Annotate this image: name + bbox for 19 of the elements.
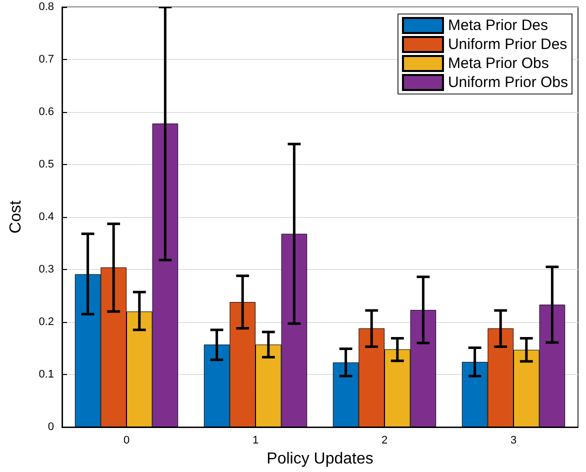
y-tick-label: 0.7 bbox=[38, 54, 54, 66]
y-tick-label: 0.1 bbox=[38, 368, 54, 380]
y-tick-label: 0 bbox=[48, 421, 54, 433]
x-tick-label: 1 bbox=[252, 434, 259, 446]
y-tick-label: 0.8 bbox=[38, 1, 54, 13]
legend-label: Uniform Prior Obs bbox=[448, 74, 568, 91]
x-tick-label: 3 bbox=[510, 434, 517, 446]
legend-label: Meta Prior Des bbox=[448, 17, 548, 34]
y-axis-title: Cost bbox=[8, 200, 24, 234]
legend-label: Meta Prior Obs bbox=[448, 55, 549, 72]
y-tick-label: 0.4 bbox=[38, 211, 54, 223]
x-tick-label: 0 bbox=[123, 434, 130, 446]
x-tick-label: 2 bbox=[381, 434, 388, 446]
y-tick-label: 0.5 bbox=[38, 158, 54, 170]
x-axis-title: Policy Updates bbox=[266, 450, 374, 468]
legend-label: Uniform Prior Des bbox=[448, 36, 568, 53]
y-tick-label: 0.6 bbox=[38, 106, 54, 118]
y-tick-label: 0.3 bbox=[38, 264, 54, 276]
y-tick-label: 0.2 bbox=[38, 316, 54, 328]
